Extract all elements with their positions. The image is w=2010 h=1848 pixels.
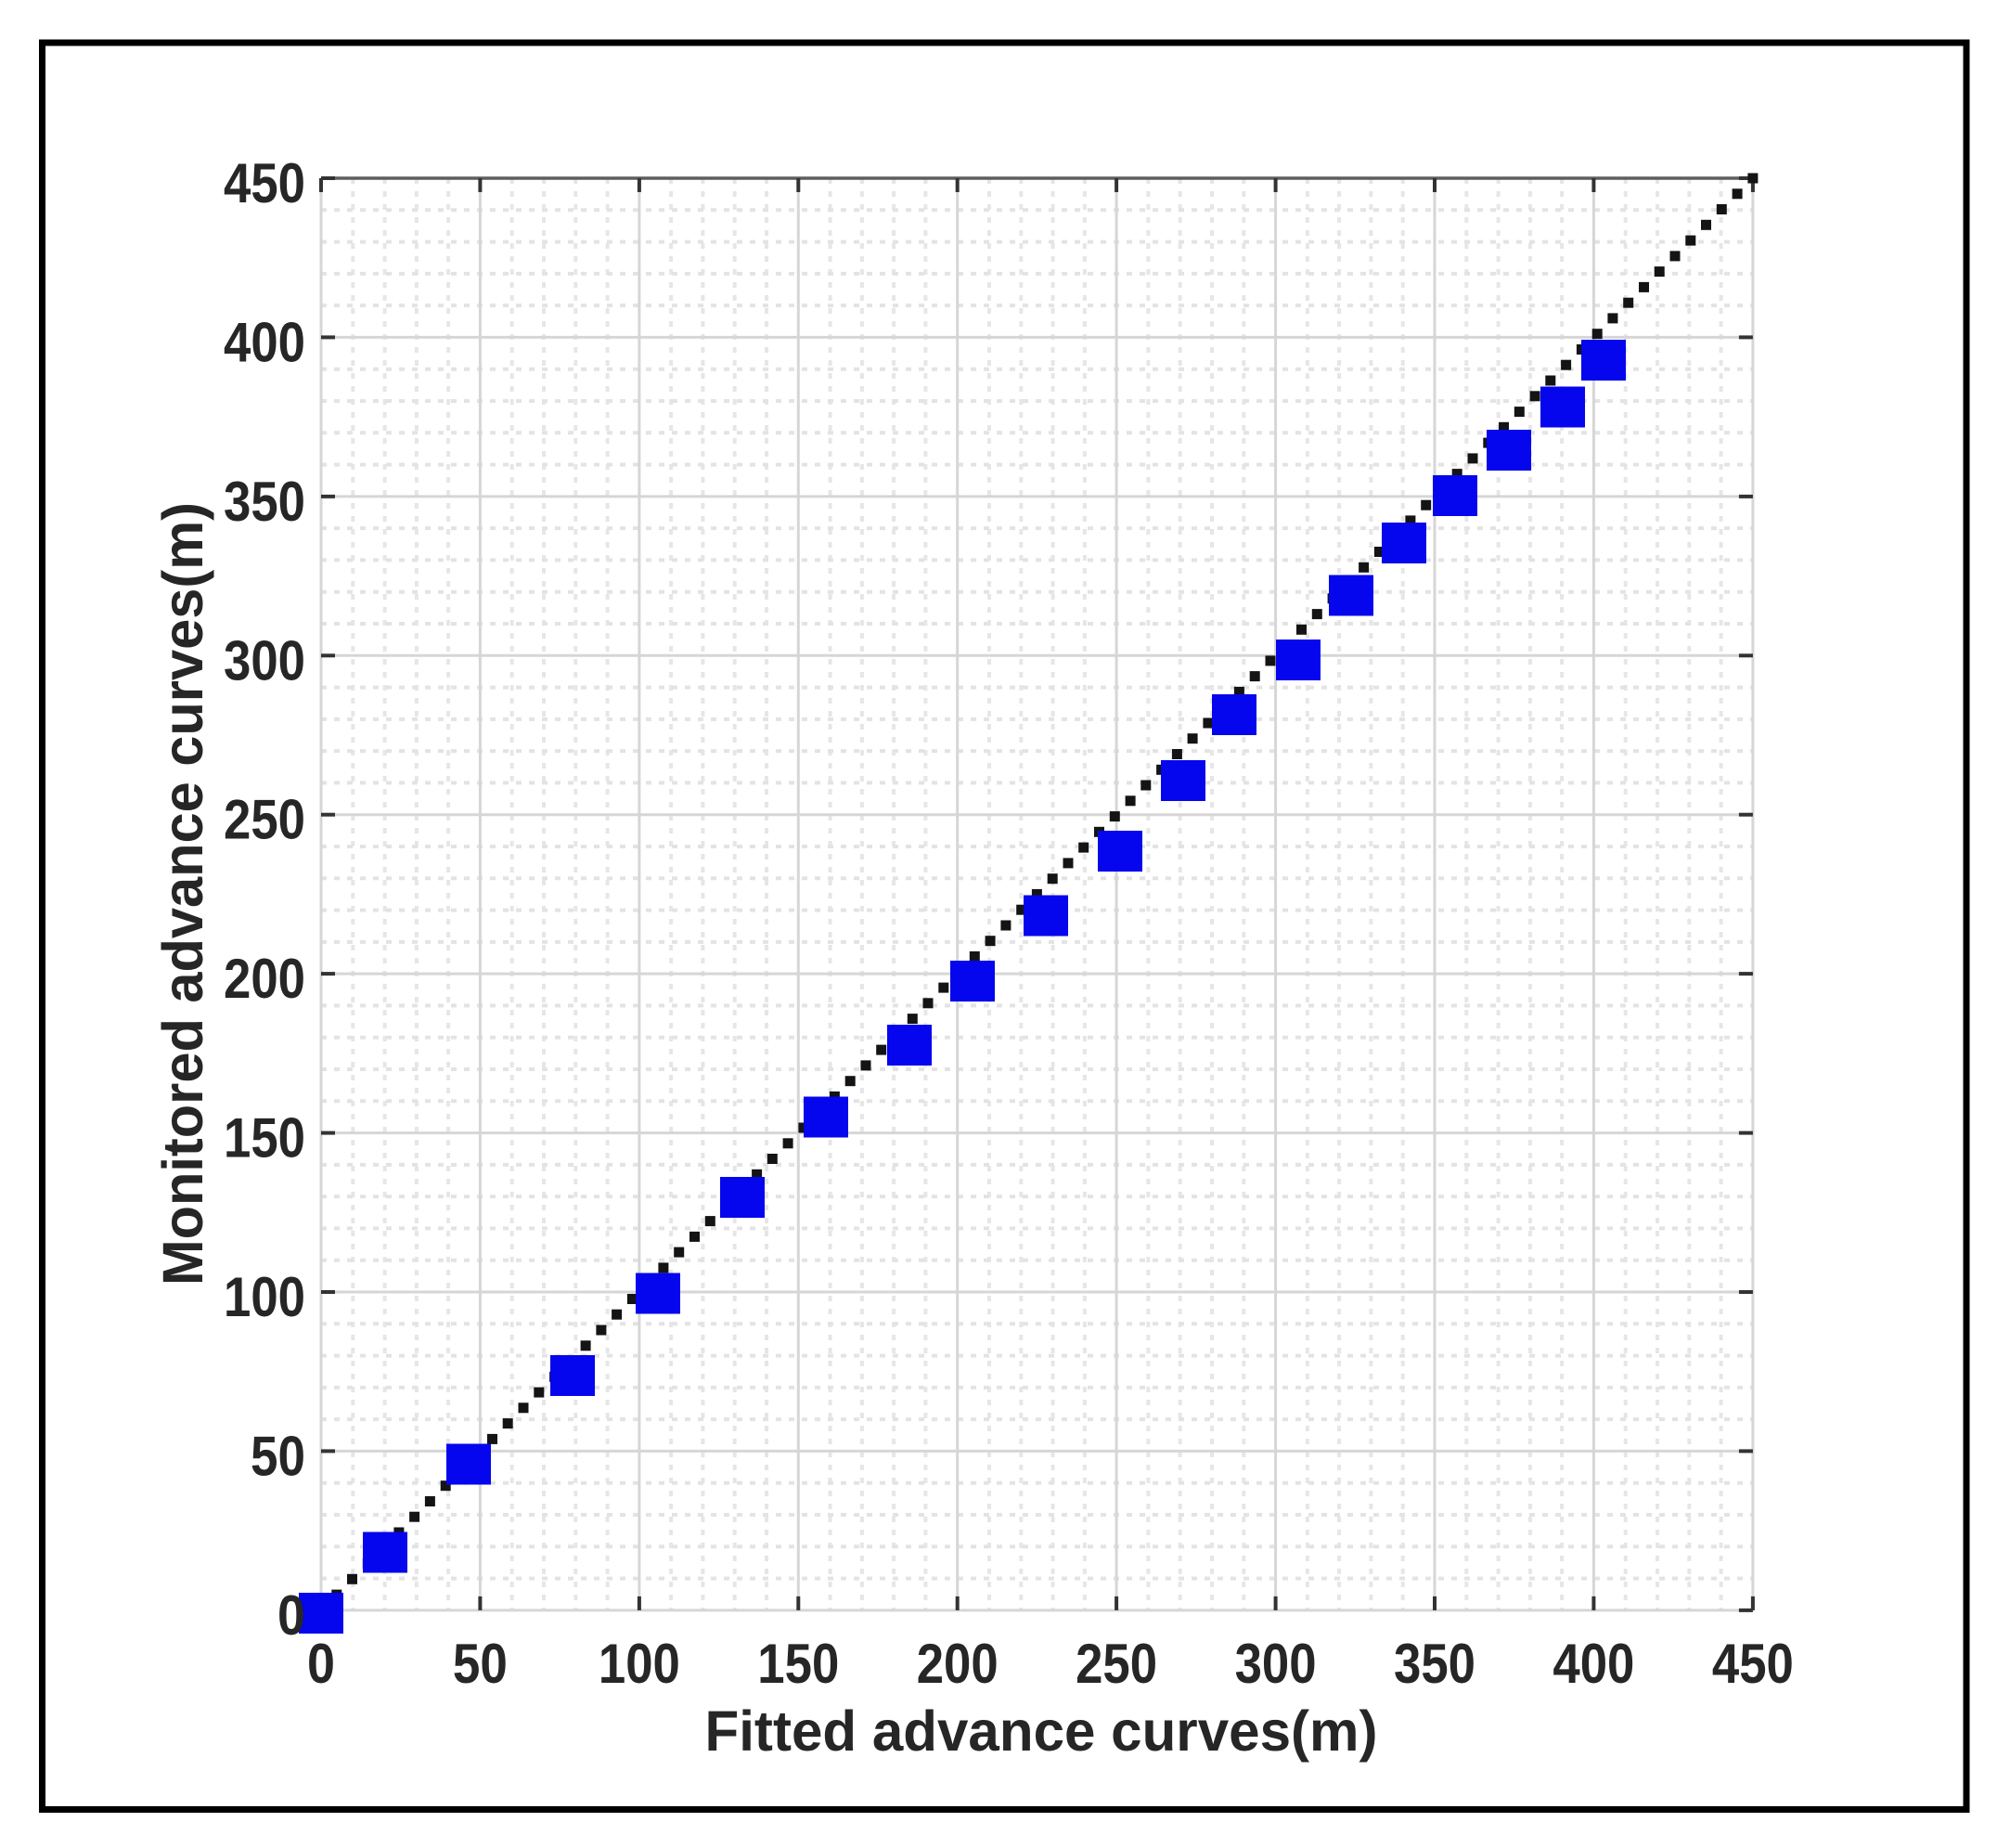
- svg-text:Monitored advance curves(m): Monitored advance curves(m): [151, 502, 214, 1286]
- svg-text:350: 350: [224, 471, 305, 533]
- svg-text:450: 450: [224, 152, 305, 214]
- svg-text:100: 100: [224, 1266, 305, 1328]
- svg-text:300: 300: [1235, 1633, 1317, 1695]
- svg-text:200: 200: [917, 1633, 999, 1695]
- svg-text:150: 150: [224, 1107, 305, 1170]
- svg-text:400: 400: [1553, 1633, 1634, 1695]
- svg-text:100: 100: [599, 1633, 680, 1695]
- svg-text:350: 350: [1394, 1633, 1475, 1695]
- svg-text:400: 400: [224, 311, 305, 373]
- svg-text:Fitted advance curves(m): Fitted advance curves(m): [705, 1699, 1378, 1763]
- svg-text:150: 150: [757, 1633, 839, 1695]
- svg-text:200: 200: [224, 948, 305, 1010]
- svg-text:0: 0: [277, 1584, 305, 1647]
- svg-text:0: 0: [307, 1633, 335, 1695]
- svg-text:450: 450: [1712, 1633, 1794, 1695]
- svg-text:250: 250: [224, 789, 305, 851]
- svg-text:50: 50: [251, 1425, 305, 1487]
- svg-text:250: 250: [1076, 1633, 1157, 1695]
- svg-text:50: 50: [453, 1633, 508, 1695]
- svg-text:300: 300: [224, 629, 305, 691]
